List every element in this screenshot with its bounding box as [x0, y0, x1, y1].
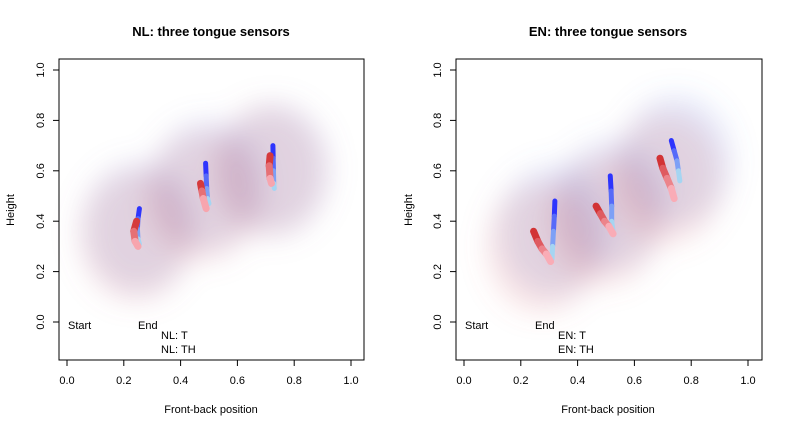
trajectory-th — [265, 152, 275, 187]
trajectory-segment — [675, 168, 683, 184]
trajectory-segment — [607, 173, 614, 194]
trajectory-segment — [608, 188, 615, 209]
x-tick-label: 0.2 — [116, 375, 131, 387]
y-axis: 0.0 0.2 0.4 0.6 0.8 1.0 — [432, 62, 456, 330]
chart-title: EN: three tongue sensors — [529, 24, 687, 39]
trajectory-segment — [550, 213, 557, 234]
y-tick-label: 0.6 — [35, 163, 47, 178]
trajectory-segment — [550, 228, 556, 249]
trajectory-th — [130, 217, 142, 250]
y-tick-label: 0.4 — [35, 214, 47, 229]
y-tick-label: 0.6 — [432, 163, 444, 178]
trajectories — [130, 143, 277, 250]
trajectory-t — [203, 160, 212, 207]
trajectories — [530, 138, 683, 266]
y-tick-label: 0.0 — [35, 314, 47, 329]
legend: Start End EN: T EN: TH — [460, 320, 594, 356]
y-tick-label: 0.8 — [432, 113, 444, 128]
trajectory-th — [530, 227, 555, 266]
trajectory-segment — [549, 243, 556, 262]
x-tick-label: 1.0 — [740, 375, 755, 387]
legend-label-th: EN: TH — [558, 344, 594, 356]
x-axis: 0.0 0.2 0.4 0.6 0.8 1.0 — [59, 360, 359, 387]
y-tick-label: 0.8 — [35, 113, 47, 128]
x-axis-label: Front-back position — [164, 404, 258, 416]
x-tick-label: 0.2 — [513, 375, 528, 387]
x-axis: 0.0 0.2 0.4 0.6 0.8 1.0 — [456, 360, 756, 387]
y-tick-label: 0.0 — [432, 314, 444, 329]
plot-frame — [58, 58, 365, 361]
legend-label-t: NL: T — [161, 330, 188, 342]
x-tick-label: 0.0 — [456, 375, 471, 387]
y-tick-label: 0.4 — [432, 214, 444, 229]
x-tick-label: 0.8 — [684, 375, 699, 387]
legend-label-t: EN: T — [558, 330, 586, 342]
legend: Start End NL: T NL: TH — [63, 320, 196, 356]
trajectory-segment — [605, 222, 617, 238]
chart-title: NL: three tongue sensors — [132, 24, 289, 39]
x-tick-label: 0.6 — [627, 375, 642, 387]
chart-panel-en: EN: three tongue sensors 0.0 0.2 0.4 0.6 0.8… — [403, 24, 763, 416]
trajectory-t — [549, 198, 558, 262]
trajectory-segment — [542, 250, 555, 266]
y-axis-label: Height — [5, 194, 17, 226]
x-tick-label: 0.4 — [570, 375, 585, 387]
trajectory-t — [668, 138, 683, 184]
y-axis-label: Height — [403, 194, 415, 226]
y-tick-label: 1.0 — [432, 62, 444, 77]
trajectory-segment — [199, 195, 210, 213]
x-axis-label: Front-back position — [561, 404, 655, 416]
trajectory-segment — [131, 237, 142, 250]
plot-frame — [455, 58, 763, 361]
trajectory-th — [196, 179, 210, 213]
trajectory-segment — [205, 196, 212, 207]
trajectory-segment — [551, 198, 558, 219]
trajectory-th — [656, 154, 678, 203]
y-axis: 0.0 0.2 0.4 0.6 0.8 1.0 — [35, 62, 59, 330]
y-tick-label: 1.0 — [35, 62, 47, 77]
x-tick-label: 0.8 — [287, 375, 302, 387]
y-tick-label: 0.2 — [432, 264, 444, 279]
x-tick-label: 1.0 — [343, 375, 358, 387]
x-tick-label: 0.6 — [230, 375, 245, 387]
x-tick-label: 0.0 — [59, 375, 74, 387]
chart-panel-nl: NL: three tongue sensors 0.0 0.2 0.4 0.6 0.8… — [5, 24, 365, 416]
trajectory-segment — [667, 184, 678, 203]
y-tick-label: 0.2 — [35, 264, 47, 279]
legend-label-th: NL: TH — [161, 344, 196, 356]
trajectory-t — [607, 173, 616, 234]
trajectory-th — [592, 202, 617, 238]
x-tick-label: 0.4 — [173, 375, 188, 387]
trajectory-segment — [266, 174, 275, 187]
